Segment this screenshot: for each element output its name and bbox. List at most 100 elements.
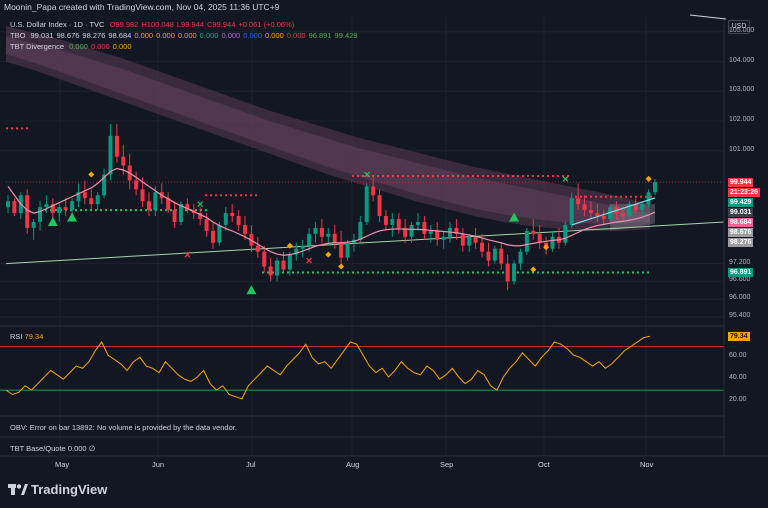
candle-body: [601, 216, 606, 220]
price-axis-label: 101.000: [729, 145, 755, 153]
candle: [390, 213, 395, 237]
tbt-title: TBT Base/Quote: [10, 444, 66, 453]
candle: [633, 198, 638, 214]
tbo-values: 99.031 98.676 98.276 98.684 0.000 0.000 0.000 0…: [31, 31, 361, 40]
candle: [243, 216, 248, 240]
candle: [653, 178, 657, 196]
legend-tbo-row: TBO 99.031 98.676 98.276 98.684 0.000 0.000 0.…: [10, 31, 363, 40]
candle: [582, 195, 587, 217]
candle-body: [185, 204, 190, 211]
candle: [31, 219, 36, 240]
candle: [307, 227, 312, 252]
candle-body: [230, 213, 235, 217]
tbt-tail: ∅: [88, 444, 96, 453]
price-tag: 96.891: [728, 268, 754, 278]
candle-body: [25, 195, 30, 228]
tbo-value-4: 0.000: [134, 31, 154, 40]
candle: [172, 201, 177, 228]
tradingview-logo-icon: [8, 483, 28, 495]
candle: [95, 192, 100, 211]
candle-body: [460, 233, 465, 246]
tradingview-logo[interactable]: TradingView: [8, 482, 107, 497]
candle-body: [435, 230, 440, 240]
diamond-1: [88, 171, 95, 178]
fast-average-line: [571, 197, 656, 226]
candle-body: [499, 248, 504, 264]
candle: [12, 198, 17, 217]
tbo-title: TBO: [10, 31, 26, 40]
candle-body: [243, 224, 248, 234]
ohlc-value-2: L99.944: [176, 20, 205, 29]
tbo-value-11: 0.000: [286, 31, 306, 40]
candle: [63, 198, 68, 217]
candle-body: [563, 224, 568, 243]
diamond-6: [543, 244, 550, 251]
candle: [486, 242, 491, 267]
candle-body: [518, 251, 523, 264]
candle: [351, 233, 356, 252]
time-axis-label: May: [55, 460, 70, 469]
candle-body: [134, 180, 139, 190]
divergence-value-2: 0.000: [112, 42, 132, 51]
time-axis-label: Nov: [640, 460, 654, 469]
candle: [50, 198, 55, 220]
candle: [89, 189, 94, 211]
ohlc-values: O99.982 H100.048 L99.944 C99.944 +0.061 (+0.…: [110, 20, 298, 29]
obv-label: OBV: Error on bar 13892: No volume is pr…: [10, 423, 237, 432]
price-axis-label: 96.000: [729, 294, 751, 302]
candle-body: [307, 233, 312, 246]
ohlc-value-3: C99.944: [207, 20, 236, 29]
candle-body: [255, 245, 260, 252]
currency-button[interactable]: USD: [728, 20, 750, 34]
tbo-value-8: 0.000: [221, 31, 241, 40]
candle-body: [576, 198, 581, 205]
candle: [524, 227, 529, 255]
candle: [422, 216, 427, 240]
candle: [499, 242, 504, 270]
top-bar: Moonin_Papa created with TradingView.com…: [0, 0, 768, 17]
divergence-title: TBT Divergence: [10, 42, 65, 51]
candle-body: [428, 230, 433, 234]
overlays: [7, 167, 656, 295]
cloud-band-fill: [6, 25, 650, 231]
candle-body: [627, 204, 632, 217]
candle-body: [114, 135, 119, 157]
candle-body: [121, 156, 126, 166]
candle: [300, 239, 305, 258]
candle: [441, 230, 446, 249]
price-axis-label: 103.000: [729, 86, 755, 94]
price-tag: 21:23:26: [728, 187, 761, 197]
candle: [268, 257, 273, 282]
legend-symbol-row: U.S. Dollar Index · 1D · TVC O99.982 H100…: [10, 20, 300, 29]
tbo-value-12: 96.891: [308, 31, 332, 40]
time-axis-label: Sep: [440, 460, 454, 469]
candle: [512, 260, 517, 285]
chart-credit: Moonin_Papa created with TradingView.com…: [4, 2, 280, 12]
consolidation-zone: [610, 204, 655, 231]
candle: [185, 198, 190, 214]
tbo-value-0: 99.031: [30, 31, 54, 40]
price-axis-label: 104.000: [729, 56, 755, 64]
candle-body: [281, 260, 286, 270]
candle-body: [454, 227, 459, 234]
candle-body: [140, 189, 145, 202]
candle-body: [198, 213, 203, 220]
candle-body: [492, 248, 497, 261]
candle: [396, 213, 401, 234]
ohlc-value-0: O99.982: [109, 20, 139, 29]
candle-body: [569, 198, 574, 225]
tbo-value-1: 98.676: [56, 31, 80, 40]
candle-body: [339, 242, 344, 258]
tbo-value-5: 0.000: [156, 31, 175, 40]
candle-body: [326, 233, 331, 237]
candle-body: [415, 221, 420, 225]
candle-body: [166, 198, 171, 211]
candle-body: [95, 195, 100, 205]
candle: [230, 204, 235, 222]
candle-body: [76, 192, 81, 202]
candle-body: [409, 224, 414, 237]
candle-body: [57, 207, 62, 214]
candle: [345, 239, 350, 261]
diamond-5: [530, 266, 537, 273]
